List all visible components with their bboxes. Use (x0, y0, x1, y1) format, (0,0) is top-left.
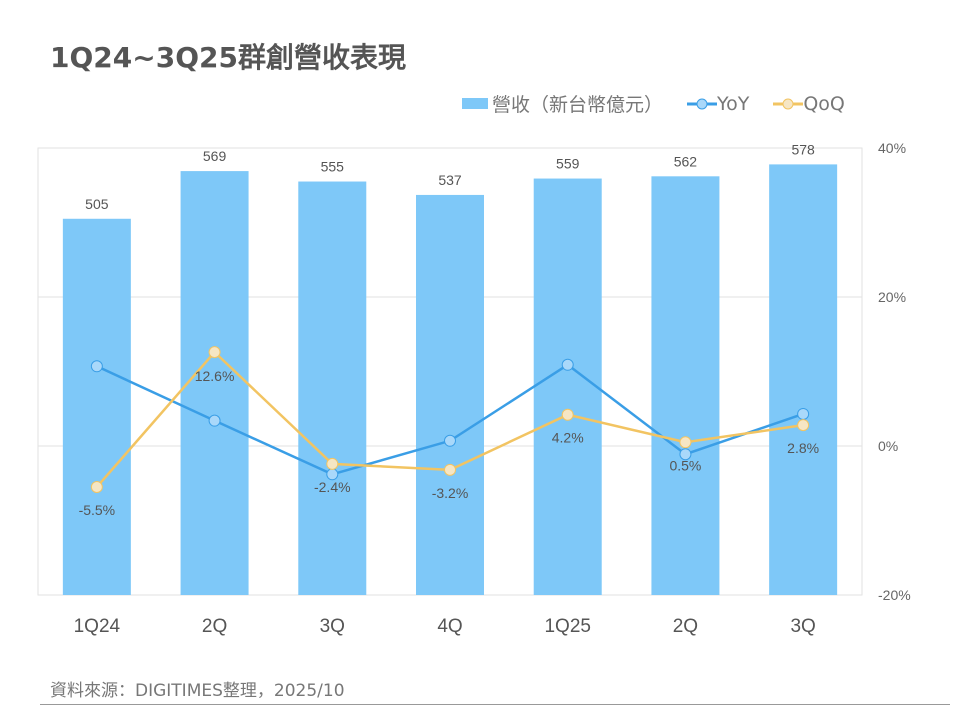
legend-label-yoy: YoY (717, 92, 750, 115)
qoq-data-label: 2.8% (787, 440, 819, 456)
legend-swatch-qoq (773, 98, 804, 109)
bar-value-label: 569 (203, 148, 227, 164)
yoy-marker (90, 360, 103, 373)
qoq-marker (326, 457, 339, 470)
chart-title: 1Q24~3Q25群創營收表現 (50, 41, 406, 74)
legend-swatch-yoy (687, 98, 718, 109)
x-axis-tick-label: 3Q (320, 616, 345, 637)
right-axis-tick-label: -20% (878, 587, 911, 603)
bar-value-label: 555 (321, 159, 345, 175)
legend-swatch-bar (462, 98, 488, 109)
bar-value-label: 578 (791, 141, 815, 157)
x-axis-tick-label: 4Q (437, 616, 462, 637)
legend-item-revenue: 營收（新台幣億元） (462, 90, 663, 117)
right-axis-tick-label: 0% (878, 438, 898, 454)
qoq-marker (208, 346, 221, 359)
qoq-data-label: 12.6% (195, 368, 235, 384)
source-note: 資料來源：DIGITIMES整理，2025/10 (50, 681, 345, 701)
bar-revenue (651, 176, 720, 595)
bar-value-label: 562 (674, 153, 698, 169)
yoy-marker (444, 434, 456, 447)
x-axis-tick-label: 3Q (790, 616, 815, 637)
qoq-data-label: -5.5% (79, 502, 116, 518)
qoq-marker (679, 436, 692, 449)
bar-revenue (416, 194, 484, 595)
x-axis-tick-label: 2Q (673, 616, 698, 637)
right-axis-tick-label: 40% (878, 140, 906, 156)
yoy-marker (561, 358, 574, 371)
bar-value-label: 559 (556, 156, 580, 172)
legend-item-qoq: QoQ (773, 93, 845, 115)
qoq-marker (561, 408, 574, 421)
qoq-data-label: -3.2% (432, 485, 469, 501)
bar-revenue (62, 218, 131, 595)
right-axis-tick-label: 20% (878, 289, 906, 305)
legend-label-revenue: 營收（新台幣億元） (492, 94, 664, 116)
legend-label-qoq: QoQ (803, 92, 845, 115)
yoy-marker (208, 414, 221, 427)
yoy-marker (679, 448, 692, 461)
x-axis-tick-label: 2Q (202, 616, 227, 637)
footer-divider (40, 704, 950, 705)
x-axis-tick-label: 1Q24 (74, 616, 121, 637)
legend: 營收（新台幣億元） YoY QoQ (462, 90, 869, 117)
bar-revenue (769, 164, 838, 595)
qoq-data-label: 4.2% (552, 430, 584, 446)
legend-item-yoy: YoY (687, 93, 749, 115)
bar-revenue (533, 178, 602, 596)
bar-revenue (298, 181, 367, 595)
bar-value-label: 505 (85, 196, 109, 212)
x-axis-tick-label: 1Q25 (544, 616, 590, 637)
qoq-marker (797, 419, 810, 432)
qoq-marker (90, 480, 103, 493)
qoq-data-label: 0.5% (669, 457, 701, 473)
yoy-marker (797, 407, 810, 420)
qoq-marker (444, 463, 456, 476)
bar-value-label: 537 (438, 172, 462, 188)
bar-revenue (180, 171, 249, 595)
qoq-data-label: -2.4% (314, 479, 351, 495)
